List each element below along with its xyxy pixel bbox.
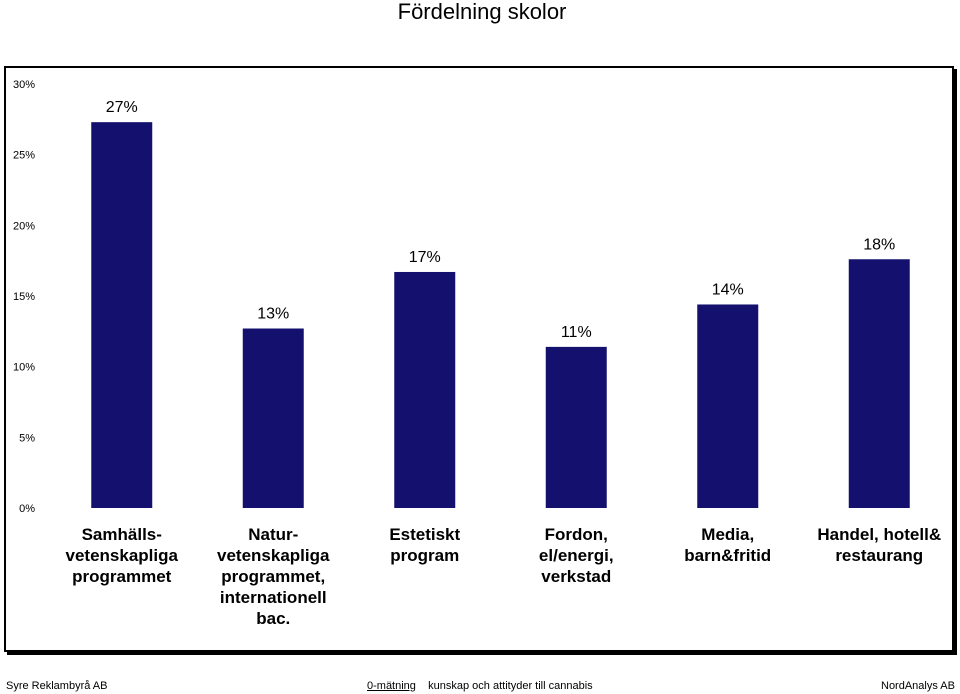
bar [848, 259, 910, 508]
bar [91, 122, 153, 508]
footer-left: Syre Reklambyrå AB [6, 680, 108, 692]
footer-center-title: 0-mätning [367, 680, 416, 692]
category-label: Handel, hotell& restaurang [817, 525, 942, 565]
y-tick-label: 5% [19, 432, 35, 444]
category-label: Natur-vetenskapliga programmet, internatio… [217, 525, 330, 628]
data-label: 13% [257, 306, 289, 323]
data-label: 18% [863, 236, 895, 253]
chart-title: Fördelning skolor [397, 0, 567, 24]
data-label: 27% [106, 99, 138, 116]
data-label: 11% [561, 324, 592, 341]
footer-right: NordAnalys AB [881, 680, 955, 692]
category-label: Fordon, el/energi, verkstad [538, 525, 614, 586]
chart-frame [4, 66, 954, 652]
bar [545, 346, 607, 508]
y-tick-label: 10% [13, 362, 35, 374]
footer-center-subtitle: kunskap och attityder till cannabis [428, 680, 593, 692]
bar [242, 328, 304, 508]
category-label: Estetiskt program [389, 525, 461, 565]
bar [394, 271, 456, 508]
y-tick-label: 20% [13, 220, 35, 232]
bar [697, 304, 759, 508]
data-label: 14% [712, 281, 744, 298]
footer-center: 0-mätning kunskap och attityder till can… [367, 680, 593, 693]
y-tick-label: 25% [13, 150, 35, 162]
y-tick-label: 30% [13, 79, 35, 91]
data-label: 17% [409, 249, 441, 266]
y-tick-label: 0% [19, 503, 35, 515]
category-label: Samhälls-vetenskapliga programmet [65, 525, 178, 586]
category-label: Media, barn&fritid [684, 525, 772, 565]
y-tick-label: 15% [13, 291, 35, 303]
